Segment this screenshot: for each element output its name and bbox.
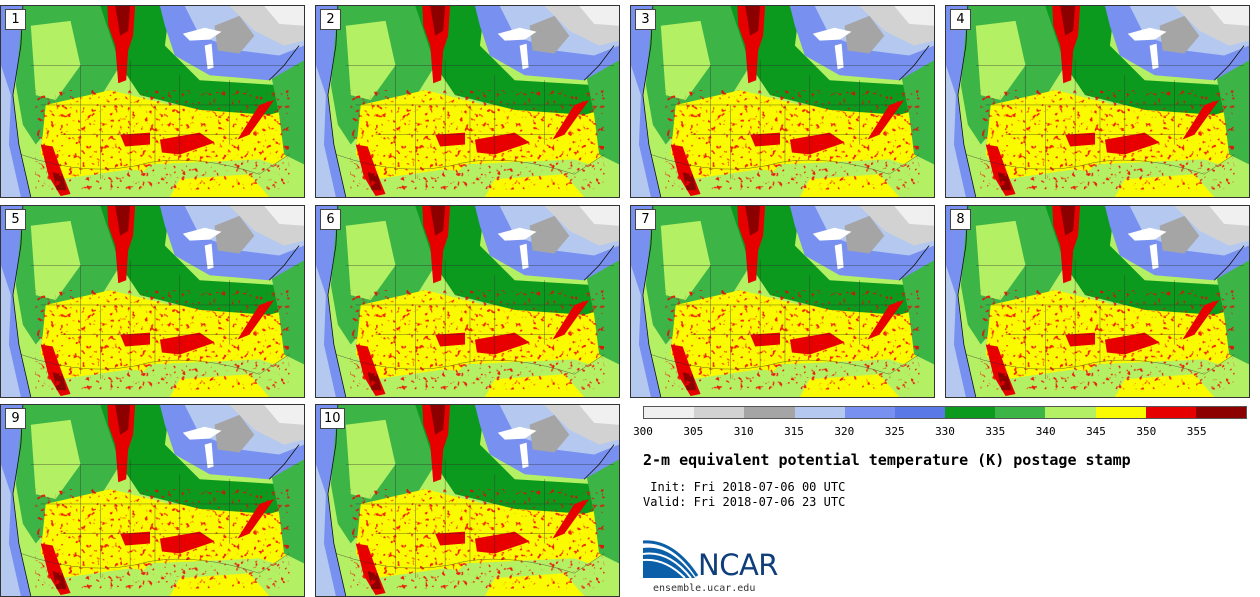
colorbar-swatch <box>844 407 895 418</box>
map-image <box>631 206 934 397</box>
colorbar-swatch <box>694 407 745 418</box>
map-panel: 1 <box>0 5 305 198</box>
map-image <box>316 206 619 397</box>
map-image <box>946 6 1249 197</box>
map-image <box>316 405 619 596</box>
map-panel: 6 <box>315 205 620 398</box>
panel-number: 3 <box>635 9 656 30</box>
map-panel: 9 <box>0 404 305 597</box>
colorbar-tick-label: 320 <box>834 425 855 438</box>
map-panel: 3 <box>630 5 935 198</box>
colorbar-tick-label: 340 <box>1035 425 1056 438</box>
colorbar-tick-label: 345 <box>1086 425 1106 438</box>
colorbar-tick-label: 305 <box>683 425 704 438</box>
map-panel: 2 <box>315 5 620 198</box>
colorbar-tick-label: 310 <box>733 425 754 438</box>
colorbar-swatch <box>644 407 695 418</box>
colorbar-tick-label: 315 <box>784 425 804 438</box>
colorbar-swatch <box>1095 407 1146 418</box>
panel-number: 6 <box>320 209 341 230</box>
map-image <box>316 6 619 197</box>
colorbar-tick-label: 325 <box>884 425 905 438</box>
colorbar-tick-label: 330 <box>935 425 955 438</box>
map-image <box>946 206 1249 397</box>
colorbar-swatch <box>1145 407 1196 418</box>
colorbar-tick-label: 300 <box>633 425 653 438</box>
colorbar-swatch <box>894 407 946 418</box>
panel-number: 1 <box>5 9 26 30</box>
colorbar-tick-label: 350 <box>1136 425 1157 438</box>
colorbar <box>643 406 1247 419</box>
figure-title: 2-m equivalent potential temperature (K)… <box>643 451 1131 469</box>
ncar-logo-text: NCAR <box>698 548 778 582</box>
map-image <box>1 405 304 596</box>
panel-number: 8 <box>950 209 971 230</box>
colorbar-swatch <box>744 407 795 418</box>
colorbar-swatch <box>1195 407 1247 418</box>
panel-number: 5 <box>5 209 26 230</box>
panel-number: 9 <box>5 408 26 429</box>
map-image <box>1 6 304 197</box>
colorbar-swatch <box>995 407 1046 418</box>
colorbar-swatch <box>1045 407 1096 418</box>
map-image <box>1 206 304 397</box>
panel-number: 7 <box>635 209 656 230</box>
map-panel: 8 <box>945 205 1250 398</box>
logo-url: ensemble.ucar.edu <box>653 583 756 594</box>
init-time: Init: Fri 2018-07-06 00 UTC <box>643 480 846 494</box>
map-panel: 4 <box>945 5 1250 198</box>
colorbar-tick-label: 355 <box>1186 425 1207 438</box>
map-panel: 10 <box>315 404 620 597</box>
map-image <box>631 6 934 197</box>
panel-number: 2 <box>320 9 341 30</box>
valid-time: Valid: Fri 2018-07-06 23 UTC <box>643 495 846 509</box>
panel-number: 10 <box>320 408 345 429</box>
colorbar-tick-label: 335 <box>985 425 1006 438</box>
map-panel: 5 <box>0 205 305 398</box>
panel-number: 4 <box>950 9 971 30</box>
map-panel: 7 <box>630 205 935 398</box>
colorbar-swatch <box>945 407 996 418</box>
colorbar-swatch <box>794 407 845 418</box>
ncar-logo-icon <box>643 540 699 579</box>
